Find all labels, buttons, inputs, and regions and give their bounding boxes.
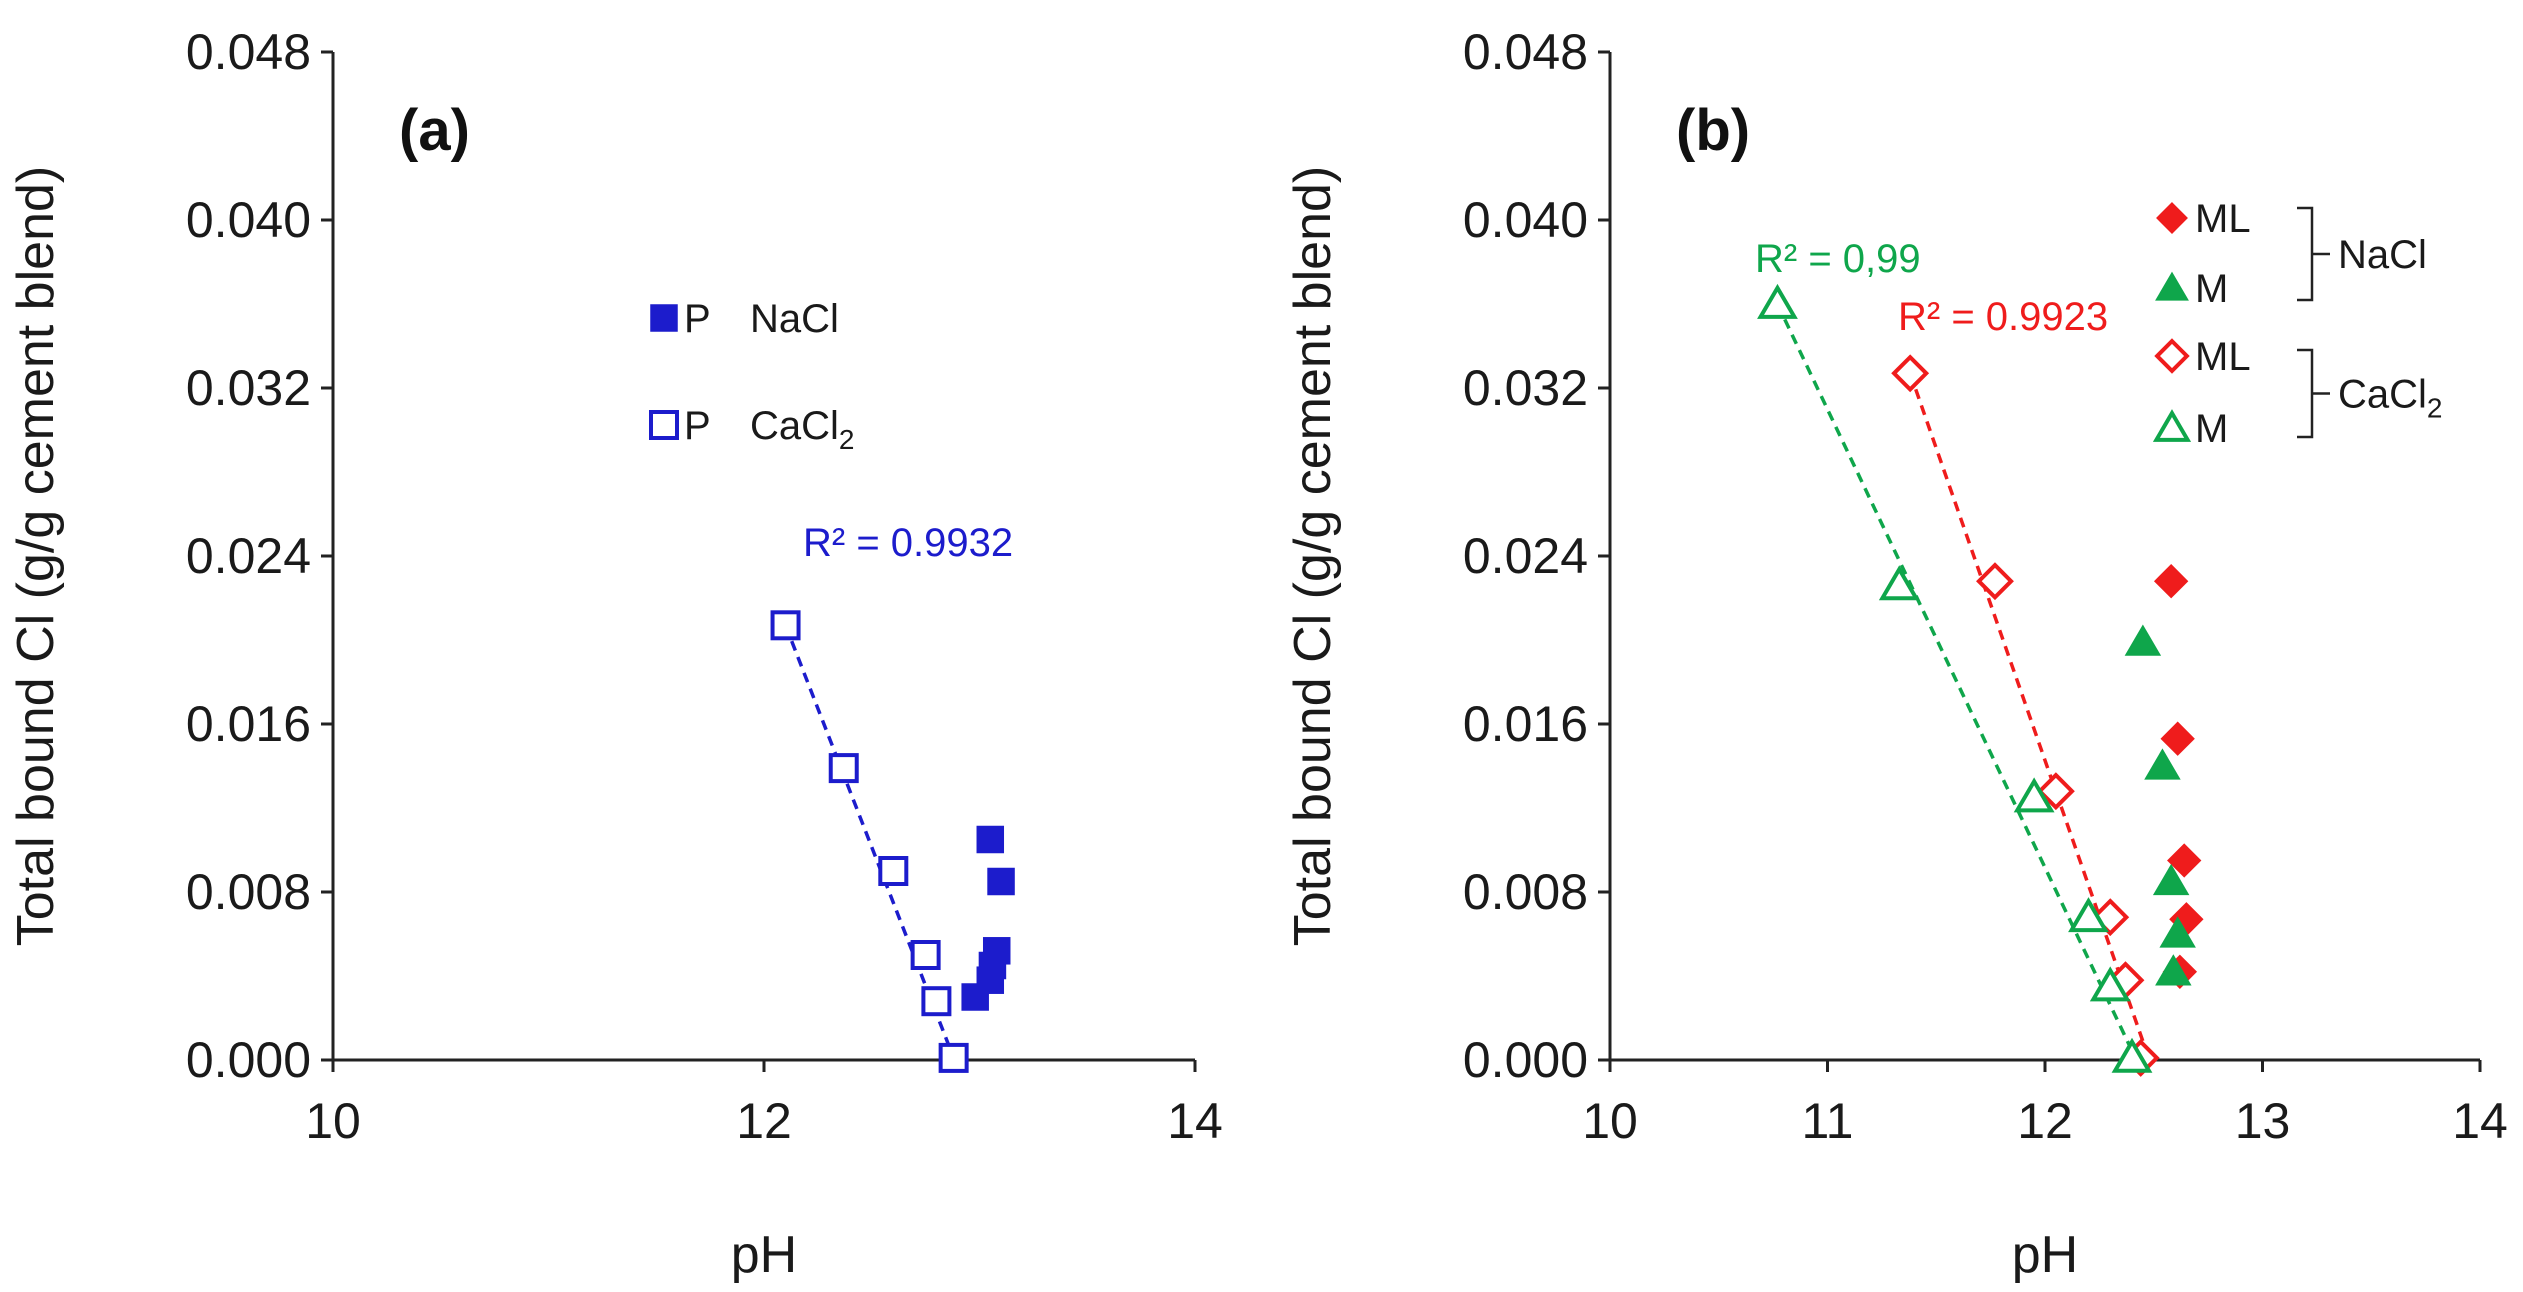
legend-group-label-subscript: 2 xyxy=(2427,393,2443,424)
r2-label-ml_cacl2: R² = 0.9923 xyxy=(1898,295,2108,339)
data-point xyxy=(878,856,909,886)
series-m_cacl2 xyxy=(1757,283,2153,1073)
legend-marker-p_cacl2 xyxy=(649,410,679,440)
data-point xyxy=(961,983,989,1011)
data-point xyxy=(1757,283,1798,319)
data-point xyxy=(2153,564,2189,599)
legend-group-label-text: CaCl xyxy=(2338,373,2427,417)
x-axis-title: pH xyxy=(731,1226,797,1284)
legend-label-p_nacl-text: NaCl xyxy=(750,297,839,341)
x-tick-label: 11 xyxy=(1802,1093,1854,1149)
data-point xyxy=(938,1042,969,1073)
legend-marker-letter: P xyxy=(684,404,711,448)
y-tick-label: 0.000 xyxy=(1463,1032,1588,1088)
y-tick-label: 0.032 xyxy=(1463,360,1588,416)
legend-label-m_cacl2: M xyxy=(2195,407,2228,451)
data-point xyxy=(2159,916,2196,948)
series-ml_cacl2 xyxy=(1891,354,2160,1077)
y-tick-label: 0.024 xyxy=(186,528,311,584)
data-point xyxy=(828,753,859,784)
legend-marker-ml_nacl xyxy=(2156,202,2188,234)
y-tick-label: 0.040 xyxy=(186,192,311,248)
chart-panel-a: 0.000 0.008 0.016 0.024 0.032 0.040 0.048 10 12 1… xyxy=(7,24,1223,1284)
y-tick-label: 0.000 xyxy=(186,1032,311,1088)
data-point xyxy=(1878,565,1920,601)
legend-label-p_nacl: NaCl xyxy=(750,297,839,341)
y-tick-label: 0.048 xyxy=(1463,24,1588,80)
y-tick-label: 0.008 xyxy=(186,864,311,920)
legend-marker-letter: P xyxy=(684,297,711,341)
legend: ML M ML M NaCl CaCl2 xyxy=(2152,197,2442,451)
data-point xyxy=(1976,562,2014,601)
x-tick-label: 10 xyxy=(305,1093,361,1149)
data-point xyxy=(2036,772,2075,811)
legend-marker-p_nacl xyxy=(650,304,678,332)
data-point xyxy=(976,825,1005,854)
legend: P NaCl P CaCl2 xyxy=(649,297,854,455)
y-tick-label: 0.016 xyxy=(1463,696,1588,752)
trendline-ml_cacl2 xyxy=(1908,372,2152,1061)
r2-label-m_cacl2: R² = 0,99 xyxy=(1755,237,1921,281)
legend-label-ml_nacl: ML xyxy=(2195,197,2251,241)
data-point xyxy=(2152,863,2190,896)
data-point xyxy=(2013,777,2055,813)
y-tick-label: 0.048 xyxy=(186,24,311,80)
legend-label-m_nacl: M xyxy=(2195,267,2228,311)
y-tick-label: 0.016 xyxy=(186,696,311,752)
data-point xyxy=(987,867,1015,896)
x-axis-title: pH xyxy=(2012,1226,2078,1284)
series-m_nacl xyxy=(2124,624,2196,986)
data-point xyxy=(2068,897,2109,933)
chart-panel-b: 0.000 0.008 0.016 0.024 0.032 0.040 0.048 10 11 1… xyxy=(1284,24,2508,1284)
y-axis-title: Total bound Cl (g/g cement blend) xyxy=(7,166,65,946)
data-point xyxy=(2155,954,2192,986)
x-tick-label: 12 xyxy=(2017,1093,2073,1149)
series-p_cacl2 xyxy=(770,610,969,1073)
trendline-m_cacl2 xyxy=(1775,303,2138,1061)
y-tick-label: 0.040 xyxy=(1463,192,1588,248)
panel-label: (a) xyxy=(399,98,470,163)
y-tick-label: 0.008 xyxy=(1463,864,1588,920)
x-tick-label: 12 xyxy=(736,1093,792,1149)
data-point xyxy=(2089,966,2131,1002)
y-tick-label: 0.024 xyxy=(1463,528,1588,584)
trendline-p_cacl2 xyxy=(783,624,956,1059)
data-point xyxy=(2124,624,2162,656)
legend-group-bracket xyxy=(2297,206,2330,302)
x-tick-label: 14 xyxy=(2452,1093,2508,1149)
data-point xyxy=(2111,1037,2153,1073)
y-axis-title: Total bound Cl (g/g cement blend) xyxy=(1284,166,1342,946)
y-tick-label: 0.032 xyxy=(186,360,311,416)
legend-marker-m_nacl xyxy=(2155,271,2189,301)
legend-group-label: CaCl2 xyxy=(2338,373,2442,424)
data-point xyxy=(910,940,941,970)
legend-label-p_cacl2-subscript: 2 xyxy=(839,424,855,455)
x-tick-label: 10 xyxy=(1582,1093,1638,1149)
x-tick-label: 14 xyxy=(1167,1093,1223,1149)
data-point xyxy=(2144,748,2181,780)
legend-label-p_cacl2: CaCl2 xyxy=(750,404,854,455)
legend-group-bracket xyxy=(2297,348,2330,439)
data-point xyxy=(2167,843,2202,878)
data-point xyxy=(1891,354,1930,393)
legend-label-p_cacl2-text: CaCl xyxy=(750,404,839,448)
series-p_nacl xyxy=(961,825,1015,1011)
data-point xyxy=(921,986,952,1017)
data-point xyxy=(770,610,801,641)
legend-group-label: NaCl xyxy=(2338,233,2427,277)
legend-group-label-text: NaCl xyxy=(2338,233,2427,277)
legend-marker-ml_cacl2 xyxy=(2154,338,2190,374)
legend-label-ml_cacl2: ML xyxy=(2195,335,2251,379)
x-tick-label: 13 xyxy=(2235,1093,2291,1149)
panel-label: (b) xyxy=(1676,98,1750,163)
legend-marker-m_cacl2 xyxy=(2152,409,2192,442)
r2-label-p_cacl2: R² = 0.9932 xyxy=(803,521,1013,565)
data-point xyxy=(2160,721,2195,756)
